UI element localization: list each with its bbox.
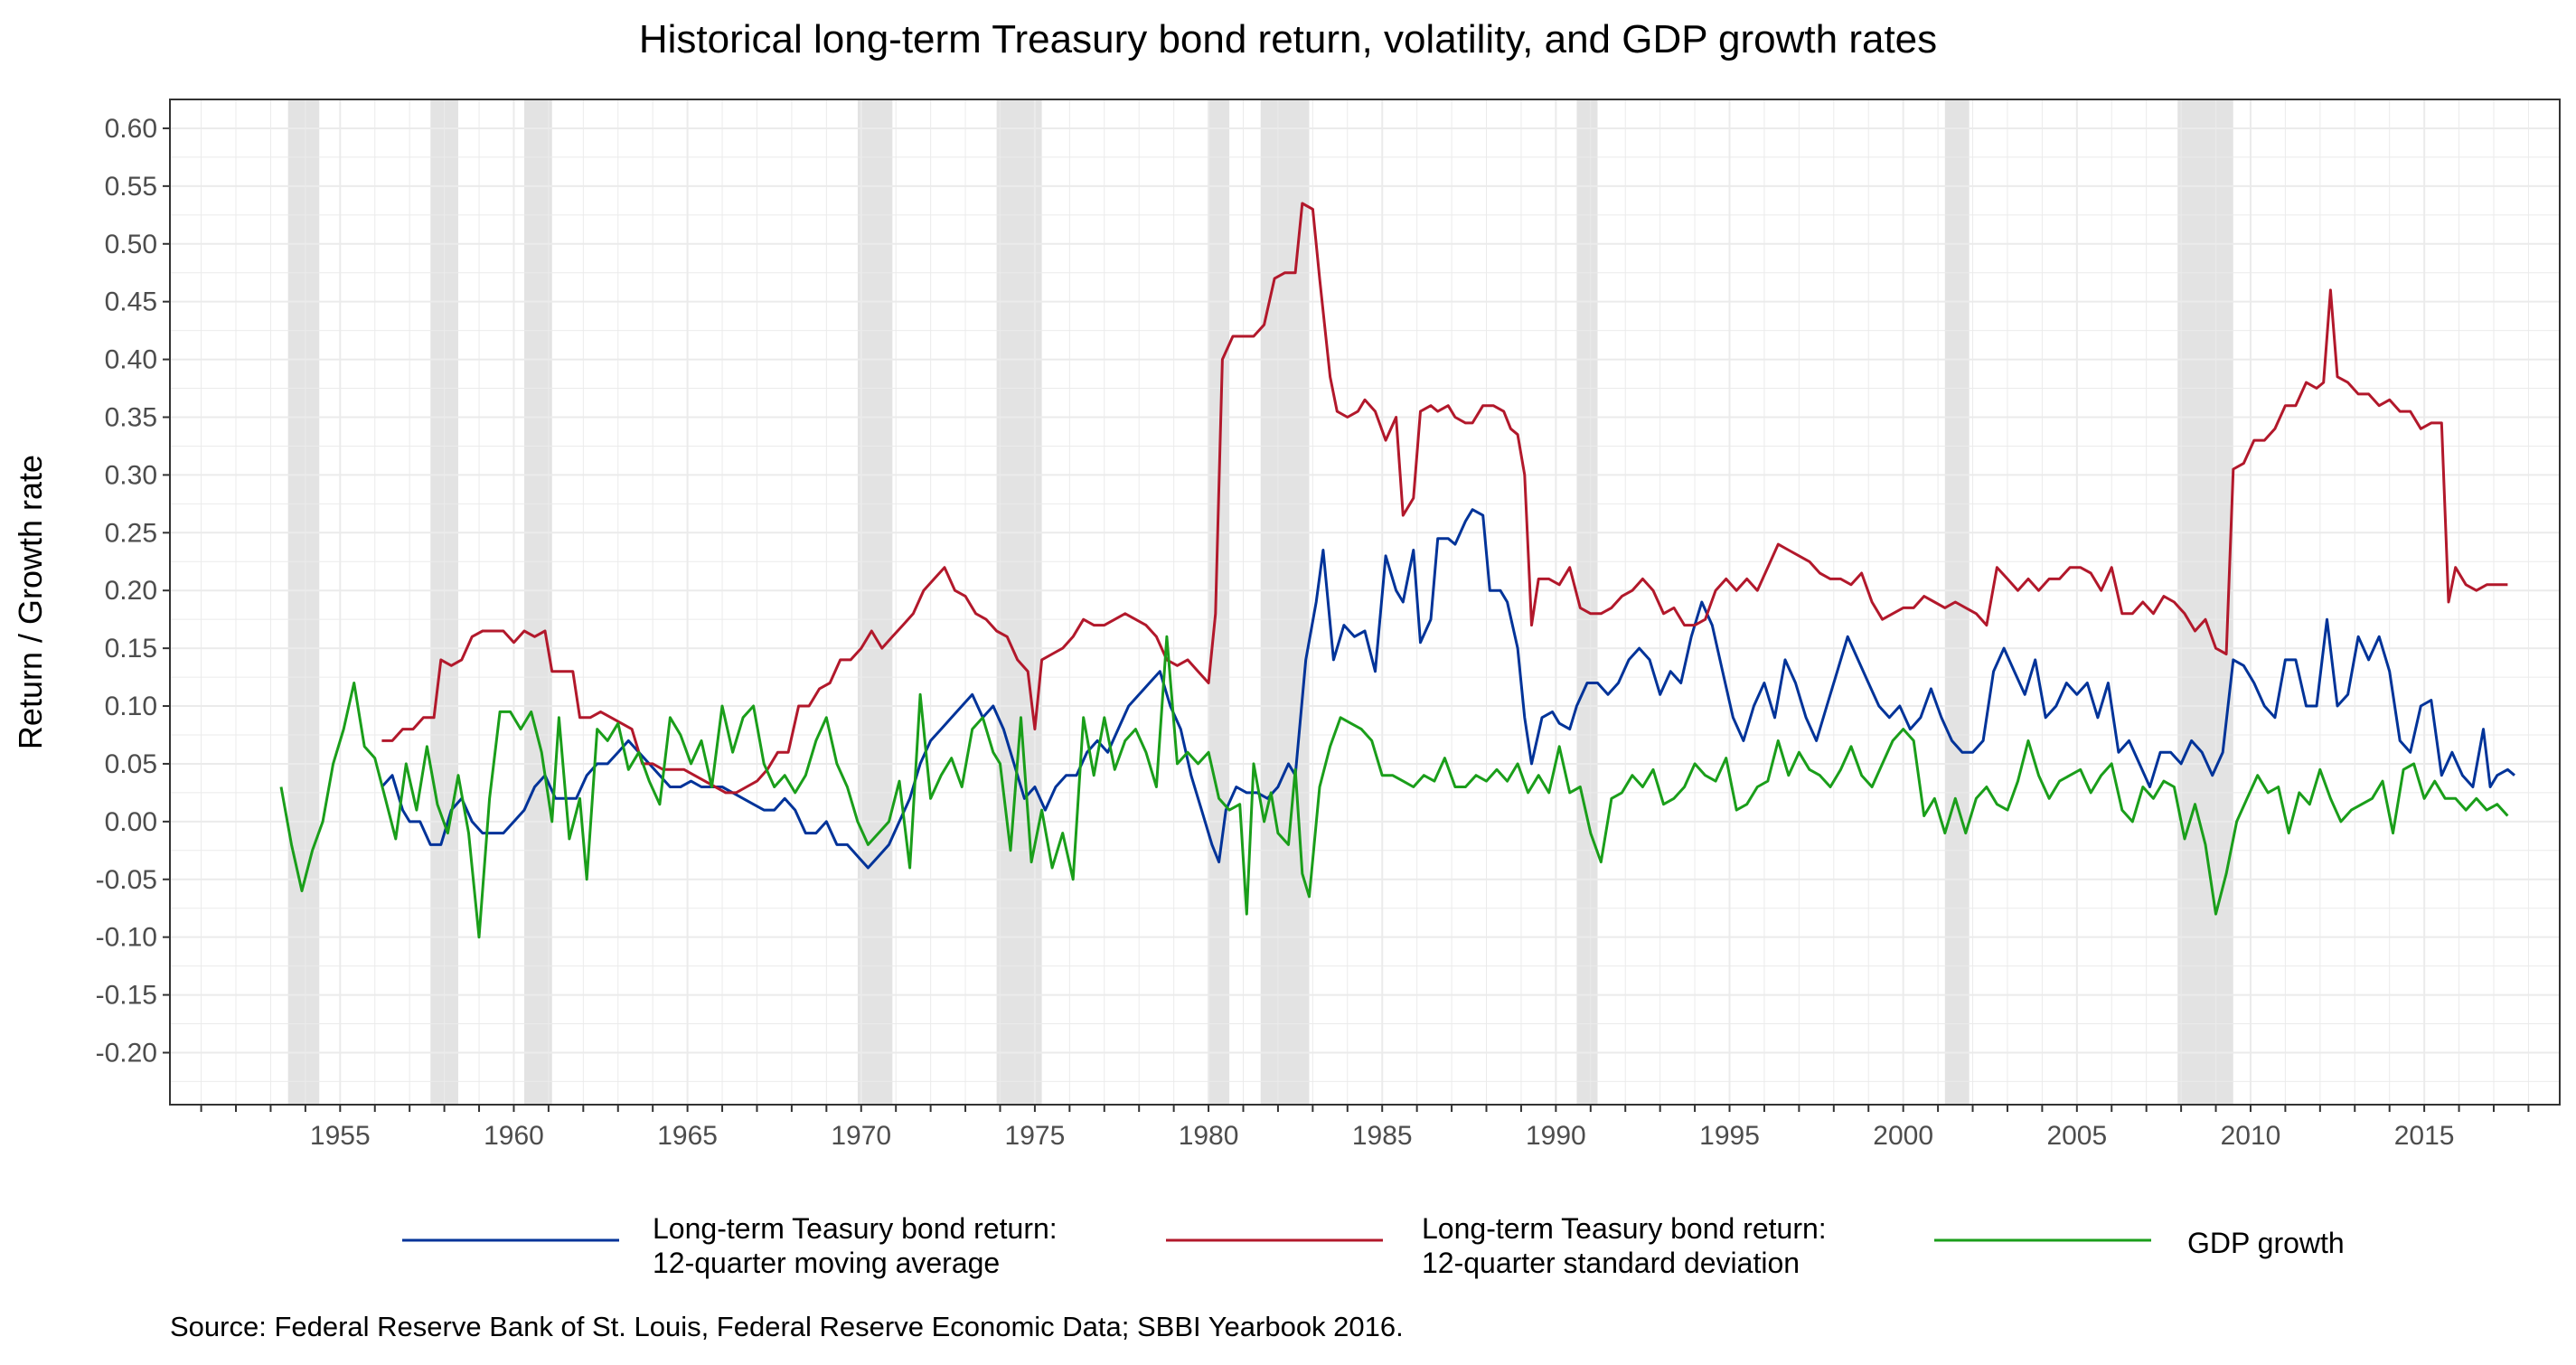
recession-band [523,99,552,1105]
recession-band [1576,99,1598,1105]
caption: Source: Federal Reserve Bank of St. Loui… [170,1311,1404,1342]
legend-label: Long-term Teasury bond return: 12-quarter… [653,1212,1058,1279]
x-tick-label: 2015 [2394,1121,2455,1151]
legend-label-line: Long-term Teasury bond return: [653,1212,1058,1245]
series-lines [279,202,2515,939]
y-tick-label: 0.10 [105,692,157,721]
x-tick-label: 1970 [831,1121,891,1151]
y-tick-label: 0.50 [105,230,157,259]
x-tick-label: 1985 [1352,1121,1413,1151]
x-tick-label: 1960 [484,1121,544,1151]
series-line [381,508,2515,870]
y-tick-label: -0.10 [96,923,157,953]
legend-label-line: GDP growth [2187,1227,2345,1259]
y-tick-label: -0.05 [96,865,157,895]
x-tick-label: 1965 [657,1121,718,1151]
legend-label-line: Long-term Teasury bond return: [1422,1212,1827,1245]
x-tick-label: 1990 [1526,1121,1586,1151]
y-axis: -0.20 -0.15 -0.10 -0.05 0.00 0.05 0.10 0.15 0.20… [96,114,170,1068]
y-tick-label: 0.40 [105,345,157,375]
y-tick-label: 0.45 [105,287,157,317]
x-tick-label: 1955 [310,1121,371,1151]
plot-border [169,99,2561,1106]
y-tick-label: 0.15 [105,634,157,664]
x-tick-label: 1980 [1179,1121,1239,1151]
x-tick-label: 1975 [1005,1121,1066,1151]
series-line [381,202,2508,795]
grid-lines [170,99,2560,1105]
x-axis: 1955 1960 1965 1970 1975 1980 1985 1990 1995 2000… [200,1105,2530,1151]
y-tick-label: 0.55 [105,172,157,202]
legend-label: Long-term Teasury bond return: 12-quarter… [1422,1212,1827,1279]
x-tick-label: 2010 [2221,1121,2281,1151]
y-tick-label: 0.00 [105,807,157,837]
legend-label: GDP growth [2187,1227,2345,1259]
legend-label-line: 12-quarter moving average [653,1247,1000,1279]
y-tick-label: 0.35 [105,402,157,432]
x-tick-label: 1995 [1699,1121,1760,1151]
legend-label-line: 12-quarter standard deviation [1422,1247,1800,1279]
y-axis-title: Return / Growth rate [12,455,49,749]
x-tick-label: 2000 [1873,1121,1933,1151]
y-tick-label: 0.20 [105,576,157,606]
recession-band [287,99,320,1105]
recession-band [2177,99,2233,1105]
y-tick-label: -0.20 [96,1038,157,1068]
y-tick-label: 0.25 [105,518,157,548]
y-tick-label: -0.15 [96,981,157,1011]
y-tick-label: 0.60 [105,114,157,144]
series-line [279,635,2509,939]
y-tick-label: 0.05 [105,749,157,779]
x-tick-label: 2005 [2046,1121,2107,1151]
chart-title: Historical long-term Treasury bond retur… [639,17,1937,61]
recession-band [1208,99,1230,1105]
recession-band [857,99,893,1105]
recession-band [1260,99,1310,1105]
y-tick-label: 0.30 [105,460,157,490]
legend: Long-term Teasury bond return: 12-quarter… [402,1212,2345,1279]
